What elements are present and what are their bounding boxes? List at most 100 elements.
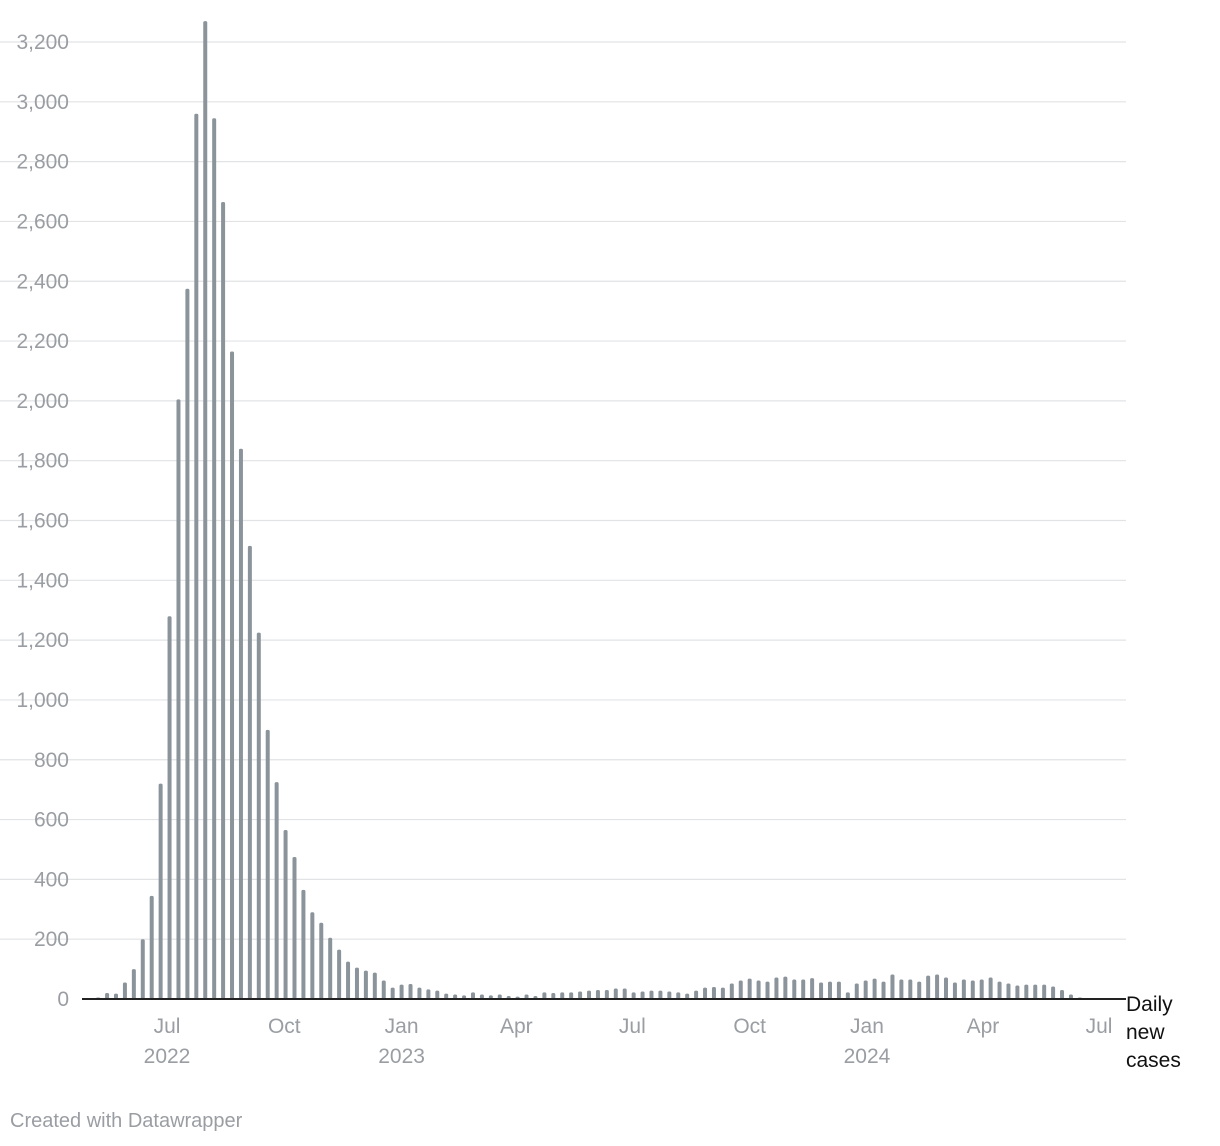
bar — [997, 981, 1002, 999]
bar — [649, 990, 654, 999]
bar — [890, 974, 895, 999]
bar — [435, 990, 440, 999]
bar — [604, 990, 609, 999]
x-tick-year-label: 2024 — [844, 1045, 891, 1068]
y-tick-label: 1,800 — [16, 450, 69, 473]
y-tick-label: 2,600 — [16, 210, 69, 233]
bar — [479, 994, 484, 999]
bar — [952, 982, 957, 999]
bar — [827, 981, 832, 999]
x-axis: Jul 2022 Oct Jan 2023 Apr Jul Oct Jan 2024 Apr Jul — [144, 1015, 1113, 1068]
bar — [292, 856, 297, 999]
bar — [560, 992, 565, 999]
y-tick-label: 1,400 — [16, 569, 69, 592]
x-tick-label: Oct — [733, 1015, 766, 1038]
bar — [729, 983, 734, 999]
bars — [96, 21, 1091, 1000]
x-tick-label: Apr — [500, 1015, 533, 1038]
bar — [265, 729, 270, 999]
bar — [1015, 985, 1020, 999]
bar — [622, 988, 627, 999]
bar — [122, 982, 127, 999]
bar — [221, 201, 226, 1000]
bar — [872, 978, 877, 999]
bar — [899, 979, 904, 999]
bar — [390, 987, 395, 999]
bar — [238, 448, 243, 1000]
bar — [372, 972, 377, 999]
bar — [944, 977, 949, 999]
y-tick-label: 400 — [34, 868, 69, 891]
bar — [631, 992, 636, 999]
y-tick-label: 2,000 — [16, 390, 69, 413]
bar — [720, 987, 725, 999]
bar — [961, 979, 966, 999]
bar — [1051, 986, 1056, 999]
bar — [810, 978, 815, 999]
bar — [854, 983, 859, 999]
bar — [283, 830, 288, 999]
bar — [363, 970, 368, 999]
y-tick-label: 2,800 — [16, 151, 69, 174]
bar — [926, 975, 931, 999]
bar — [194, 113, 199, 999]
bar — [676, 992, 681, 999]
bar — [381, 980, 386, 999]
chart: 0 200 400 600 800 1,000 1,200 1,400 1,600 1,800 2,… — [0, 21, 1181, 1072]
bar — [640, 991, 645, 999]
y-tick-label: 2,200 — [16, 330, 69, 353]
bar — [569, 992, 574, 999]
bar — [551, 993, 556, 999]
bar — [1006, 983, 1011, 999]
y-tick-label: 800 — [34, 749, 69, 772]
bar — [417, 987, 422, 999]
bar — [354, 967, 359, 999]
series-label-line: new — [1126, 1021, 1165, 1044]
bar — [801, 979, 806, 999]
bar — [747, 978, 752, 999]
bar — [497, 994, 502, 999]
y-tick-label: 1,000 — [16, 689, 69, 712]
bar — [453, 994, 458, 999]
bar — [694, 990, 699, 999]
bar — [444, 993, 449, 999]
bar — [167, 616, 172, 999]
x-tick-label: Jul — [1086, 1015, 1113, 1038]
bar — [470, 992, 475, 999]
y-tick-label: 3,000 — [16, 91, 69, 114]
y-tick-label: 1,600 — [16, 510, 69, 533]
bar — [212, 118, 217, 1000]
bar — [685, 993, 690, 999]
bar — [328, 937, 333, 999]
x-tick-label: Jan — [385, 1015, 419, 1038]
bar — [836, 981, 841, 999]
bar — [542, 992, 547, 999]
bar — [319, 922, 324, 999]
bar — [203, 21, 208, 1000]
x-tick-label: Jan — [850, 1015, 884, 1038]
bar — [230, 351, 235, 1000]
x-tick-year-label: 2022 — [144, 1045, 191, 1068]
bar — [819, 982, 824, 999]
bar — [426, 989, 431, 999]
bar — [988, 977, 993, 999]
bar — [256, 632, 261, 999]
bar — [346, 961, 351, 999]
bar — [979, 979, 984, 999]
y-axis: 0 200 400 600 800 1,000 1,200 1,400 1,600 1,800 2,… — [16, 31, 69, 1011]
y-tick-label: 600 — [34, 809, 69, 832]
bar — [863, 980, 868, 999]
bar — [105, 993, 110, 999]
x-tick-label: Oct — [268, 1015, 301, 1038]
bar — [578, 991, 583, 999]
x-tick-label: Apr — [967, 1015, 1000, 1038]
bar — [274, 782, 279, 999]
series-label: Daily new cases — [1126, 993, 1181, 1072]
bar — [765, 981, 770, 999]
bar — [399, 984, 404, 999]
bar — [408, 984, 413, 999]
bar — [658, 990, 663, 999]
bar — [140, 939, 145, 999]
bar — [310, 912, 315, 999]
bar — [881, 981, 886, 999]
